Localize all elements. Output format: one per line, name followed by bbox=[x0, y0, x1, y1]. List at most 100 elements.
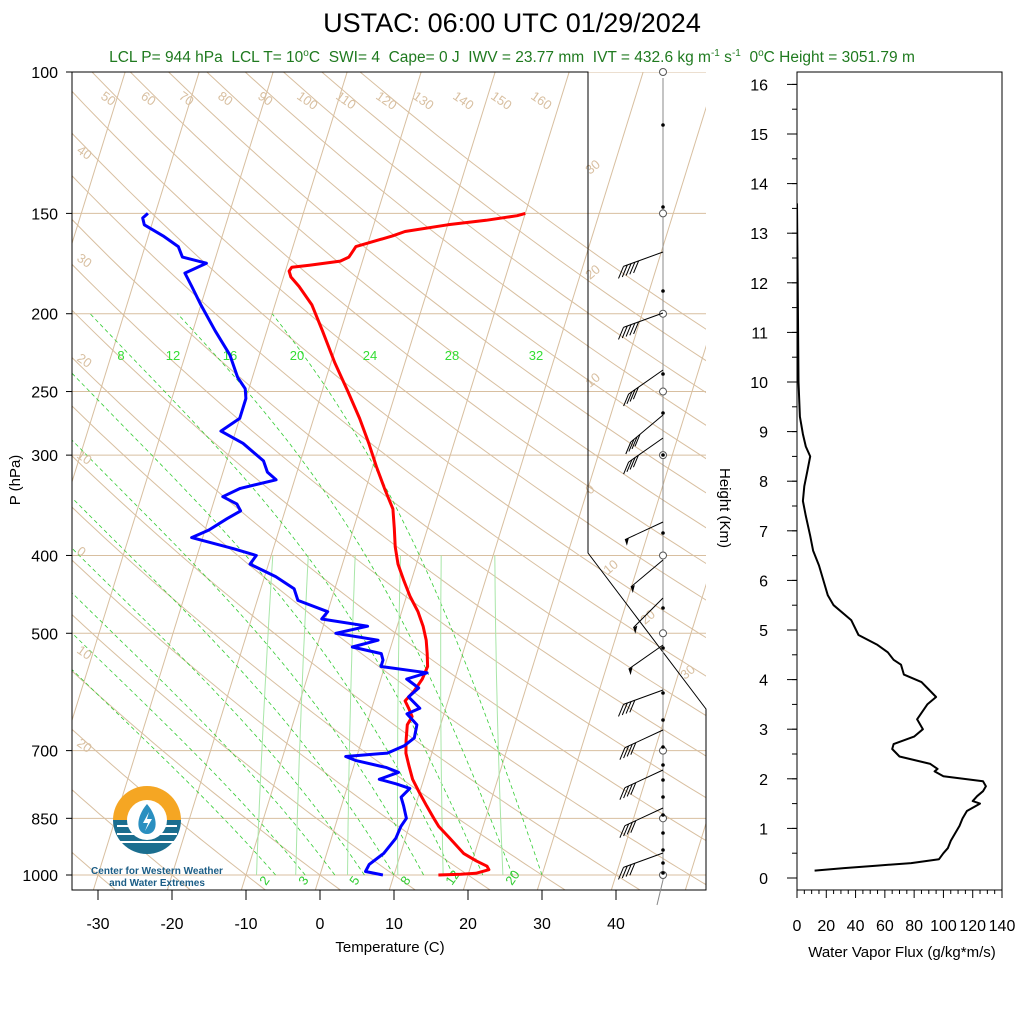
dry-adiabat-150 bbox=[168, 72, 706, 494]
lcl-t: LCL T= 10oC bbox=[231, 48, 321, 67]
right-label: 30 bbox=[677, 662, 698, 683]
bottom-mixing-label: 12 bbox=[442, 867, 463, 887]
cw3e-logo-icon bbox=[113, 786, 181, 854]
wind-dot bbox=[661, 718, 665, 722]
wind-dot bbox=[661, 606, 665, 610]
y-tick-label: 850 bbox=[31, 811, 58, 828]
y-tick-label: 150 bbox=[31, 206, 58, 223]
flux-tick-label: 100 bbox=[930, 918, 957, 935]
wind-barb-feather bbox=[630, 782, 637, 795]
x-axis-title: Temperature (C) bbox=[335, 939, 444, 956]
dry-adiabat-90 bbox=[72, 218, 706, 717]
lcl-p: LCL P= 944 hPa bbox=[109, 49, 223, 67]
isotherm-label: 90 bbox=[255, 88, 275, 109]
wind-barb-feather bbox=[630, 820, 637, 833]
wind-barb-shaft bbox=[630, 559, 664, 588]
wind-barb-feather bbox=[625, 441, 632, 455]
dry-adiabat-140 bbox=[129, 72, 706, 529]
wind-barb-feather bbox=[630, 742, 637, 755]
wv-profile-group bbox=[797, 203, 987, 872]
height-tick-label: 2 bbox=[759, 772, 768, 789]
wind-barb-feather bbox=[633, 321, 640, 335]
wind-barb-feather bbox=[618, 704, 624, 717]
wind-barb-shaft bbox=[624, 807, 664, 827]
wind-dot bbox=[661, 871, 665, 875]
wind-barb-feather bbox=[628, 439, 635, 452]
flux-axis-title: Water Vapor Flux (g/kg*m/s) bbox=[808, 944, 996, 961]
wind-level-circle bbox=[659, 551, 667, 560]
mixing-ratio-8 bbox=[397, 555, 401, 876]
wind-barb-feather bbox=[629, 700, 636, 713]
left-label: 20 bbox=[74, 350, 94, 371]
wind-axis-tail bbox=[656, 879, 664, 906]
wind-dot bbox=[661, 123, 665, 127]
dry-adiabat-30 bbox=[72, 506, 567, 890]
mixing-ratio-20 bbox=[494, 555, 504, 876]
height-tick-label: 16 bbox=[750, 77, 768, 94]
wind-barb-feather bbox=[626, 459, 633, 472]
mixing-ratio-5 bbox=[347, 555, 356, 876]
dry-adiabat-110 bbox=[72, 132, 706, 639]
y-tick-label: 1000 bbox=[22, 868, 58, 885]
wind-barb-feather bbox=[621, 325, 628, 339]
isotherm-label: 120 bbox=[373, 88, 399, 113]
x-tick-label: -20 bbox=[160, 916, 183, 933]
wind-dot bbox=[661, 813, 665, 817]
mixing-ratio-label: 8 bbox=[117, 348, 124, 363]
x-tick-label: 10 bbox=[385, 916, 403, 933]
wind-dot bbox=[661, 745, 665, 749]
wind-barb-feather bbox=[629, 863, 636, 876]
wind-barb-flag bbox=[630, 585, 635, 593]
swi: SWI= 4 bbox=[328, 49, 380, 67]
dry-adiabat-180 bbox=[283, 72, 706, 394]
isotherm-20 bbox=[462, 106, 706, 890]
isotherm--30 bbox=[92, 72, 348, 890]
left-label: 0 bbox=[74, 543, 89, 559]
dry-adiabat-20 bbox=[72, 559, 492, 890]
wind-barb-feather bbox=[632, 455, 639, 468]
height-tick-label: 6 bbox=[759, 573, 768, 590]
height-tick-label: 14 bbox=[750, 177, 768, 194]
height-tick-label: 9 bbox=[759, 425, 768, 442]
wind-barb-feather bbox=[623, 393, 630, 407]
x-tick-label: 20 bbox=[459, 916, 477, 933]
wind-barb-feather bbox=[629, 457, 636, 470]
dry-adiabat-130 bbox=[91, 72, 706, 565]
wind-level-circle bbox=[659, 387, 667, 396]
x-tick-label: -10 bbox=[234, 916, 257, 933]
logo-line-1: Center for Western Weather bbox=[91, 866, 223, 877]
mixing-ratio-label: 32 bbox=[529, 348, 543, 363]
iwv: IWV = 23.77 mm bbox=[468, 49, 585, 67]
isotherm-40 bbox=[610, 583, 706, 890]
isotherm-label: 70 bbox=[176, 88, 196, 109]
wind-barb-shaft bbox=[632, 597, 664, 629]
wind-level-circle bbox=[659, 209, 667, 218]
moist-adiabat-14 bbox=[72, 439, 424, 876]
isotherm--40 bbox=[72, 72, 274, 722]
wind-barb-feather bbox=[631, 436, 638, 450]
moist-adiabat-18 bbox=[72, 372, 454, 876]
wind-barb-feather bbox=[619, 787, 626, 800]
wind-barb-feather bbox=[621, 702, 628, 716]
wind-barb-shaft bbox=[630, 414, 664, 443]
left-label: 10 bbox=[74, 642, 94, 663]
wind-barb-shaft bbox=[623, 251, 664, 267]
isotherm-label: 110 bbox=[333, 88, 359, 112]
moist-adiabat-22 bbox=[89, 313, 484, 876]
wind-barb-feather bbox=[634, 434, 641, 447]
left-label: 10 bbox=[74, 447, 94, 468]
skewt-grid bbox=[72, 72, 706, 890]
dry-adiabat-0 bbox=[72, 670, 342, 890]
wind-barb-flag bbox=[628, 667, 633, 676]
wind-barb-shaft bbox=[623, 689, 664, 705]
mixing-ratio-label: 20 bbox=[290, 348, 304, 363]
wind-barb-feather bbox=[626, 784, 633, 797]
wind-dot bbox=[661, 861, 665, 865]
wind-barb-feather bbox=[626, 391, 633, 404]
wv-flux-line bbox=[797, 203, 987, 872]
cape: Cape= 0 J bbox=[388, 49, 460, 67]
isotherm-30 bbox=[536, 344, 706, 890]
dry-adiabat-120 bbox=[72, 90, 706, 601]
